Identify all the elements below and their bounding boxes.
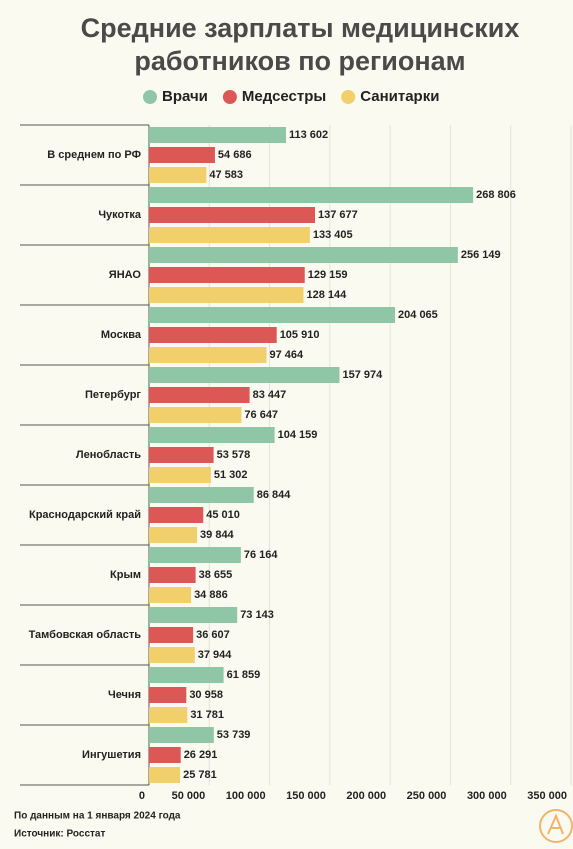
value-label: 97 464 <box>270 349 305 361</box>
bar <box>149 447 214 463</box>
bar <box>149 507 204 523</box>
legend-label: Медсестры <box>242 88 326 105</box>
bar <box>149 407 242 423</box>
value-label: 54 686 <box>218 149 252 161</box>
y-tick-label: Чукотка <box>98 209 142 221</box>
bar <box>149 387 250 403</box>
legend-label: Санитарки <box>360 88 439 105</box>
value-label: 76 647 <box>244 409 278 421</box>
bar <box>149 467 211 483</box>
bar <box>149 427 275 443</box>
y-tick-label: Крым <box>110 569 141 581</box>
bar <box>149 367 340 383</box>
value-label: 157 974 <box>342 369 383 381</box>
legend-label: Врачи <box>162 88 208 105</box>
bar <box>149 207 315 223</box>
bar <box>149 227 310 243</box>
x-tick-label: 350 000 <box>527 790 567 802</box>
bar <box>149 587 192 603</box>
bar <box>149 327 277 343</box>
bar <box>149 127 286 143</box>
bar <box>149 247 458 263</box>
y-tick-label: Ингушетия <box>82 749 141 761</box>
x-tick-label: 200 000 <box>346 790 386 802</box>
x-tick-label: 100 000 <box>226 790 266 802</box>
x-tick-label: 300 000 <box>467 790 507 802</box>
y-tick-label: Москва <box>101 329 142 341</box>
value-label: 53 739 <box>217 729 251 741</box>
y-tick-label: Ленобласть <box>76 449 141 461</box>
value-label: 137 677 <box>318 209 358 221</box>
bar <box>149 607 238 623</box>
value-label: 83 447 <box>253 389 287 401</box>
x-tick-label: 250 000 <box>407 790 447 802</box>
bar <box>149 307 396 323</box>
bar <box>149 687 187 703</box>
y-tick-label: В среднем по РФ <box>47 149 141 161</box>
y-tick-label: Тамбовская область <box>29 629 142 641</box>
logo <box>539 809 573 843</box>
value-label: 204 065 <box>398 309 438 321</box>
value-label: 104 159 <box>278 429 318 441</box>
bar <box>149 187 474 203</box>
bar <box>149 667 224 683</box>
value-label: 61 859 <box>227 669 261 681</box>
bar <box>149 567 196 583</box>
bar <box>149 707 188 723</box>
value-label: 128 144 <box>307 289 348 301</box>
value-label: 31 781 <box>190 709 224 721</box>
x-tick-label: 150 000 <box>286 790 326 802</box>
bar <box>149 547 241 563</box>
value-label: 86 844 <box>257 489 292 501</box>
bar <box>149 647 195 663</box>
value-label: 26 291 <box>184 749 218 761</box>
y-tick-label: Чечня <box>108 689 141 701</box>
value-label: 268 806 <box>476 189 516 201</box>
bar <box>149 167 207 183</box>
bar <box>149 727 214 743</box>
y-tick-label: Краснодарский край <box>29 509 141 521</box>
x-tick-label: 0 <box>139 790 145 802</box>
footnote: Источник: Росстат <box>14 829 105 840</box>
bar <box>149 527 198 543</box>
chart-title: работников по регионам <box>134 46 465 76</box>
value-label: 133 405 <box>313 229 353 241</box>
y-tick-label: ЯНАО <box>109 269 142 281</box>
value-label: 37 944 <box>198 649 233 661</box>
chart-title: Средние зарплаты медицинских <box>81 13 520 43</box>
value-label: 129 159 <box>308 269 348 281</box>
value-label: 25 781 <box>183 769 217 781</box>
value-label: 34 886 <box>194 589 228 601</box>
value-label: 30 958 <box>189 689 223 701</box>
value-label: 51 302 <box>214 469 248 481</box>
value-label: 113 602 <box>289 129 328 141</box>
value-label: 53 578 <box>217 449 251 461</box>
x-tick-label: 50 000 <box>172 790 206 802</box>
value-label: 76 164 <box>244 549 279 561</box>
bar <box>149 347 267 363</box>
value-label: 39 844 <box>200 529 235 541</box>
bar <box>149 747 181 763</box>
legend-marker <box>341 90 356 104</box>
value-label: 47 583 <box>209 169 243 181</box>
bar <box>149 627 194 643</box>
y-tick-label: Петербург <box>85 389 141 401</box>
footnote: По данным на 1 января 2024 года <box>14 811 181 822</box>
bar <box>149 267 305 283</box>
bar <box>149 287 304 303</box>
bar <box>149 767 181 783</box>
legend-marker <box>143 90 157 104</box>
legend-marker <box>222 90 237 104</box>
value-label: 36 607 <box>196 629 230 641</box>
value-label: 45 010 <box>206 509 240 521</box>
value-label: 73 143 <box>240 609 274 621</box>
value-label: 105 910 <box>280 329 320 341</box>
bar <box>149 487 254 503</box>
value-label: 256 149 <box>461 249 501 261</box>
value-label: 38 655 <box>199 569 233 581</box>
bar <box>149 147 215 163</box>
